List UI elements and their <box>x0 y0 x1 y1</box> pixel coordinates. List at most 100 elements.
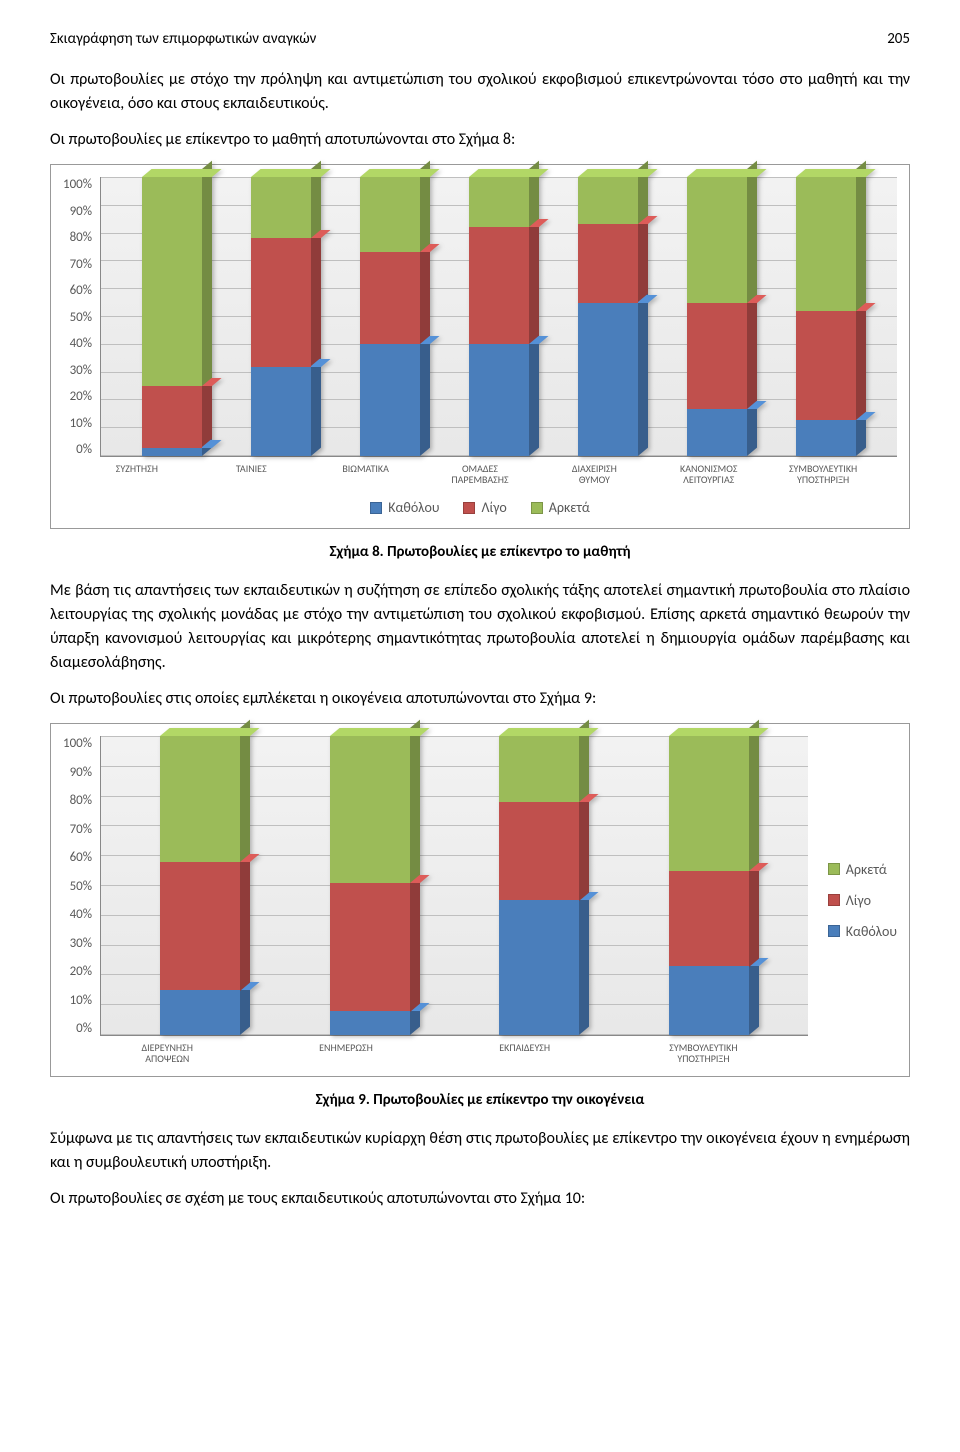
y-tick-label: 100% <box>63 736 92 751</box>
y-tick-label: 10% <box>70 416 92 431</box>
y-tick-label: 60% <box>70 850 92 865</box>
legend-item: Καθόλου <box>828 923 897 940</box>
bar-segment-ligo <box>796 311 856 420</box>
bar-segment-katholou <box>669 966 749 1035</box>
x-tick-label: ΣΥΜΒΟΥΛΕΥΤΙΚΗ ΥΠΟΣΤΗΡΙΞΗ <box>788 463 858 485</box>
bar <box>160 736 240 1035</box>
y-tick-label: 20% <box>70 389 92 404</box>
header-page-number: 205 <box>887 30 910 48</box>
x-tick-label: ΟΜΑΔΕΣ ΠΑΡΕΜΒΑΣΗΣ <box>445 463 515 485</box>
legend-label: Λίγο <box>846 892 871 909</box>
chart-8-xaxis: ΣΥΖΗΤΗΣΗΤΑΙΝΙΕΣΒΙΩΜΑΤΙΚΑΟΜΑΔΕΣ ΠΑΡΕΜΒΑΣΗ… <box>63 457 897 485</box>
bar-segment-ligo <box>469 227 529 344</box>
legend-swatch <box>828 863 840 875</box>
chart-8-legend: Καθόλου Λίγο Αρκετά <box>63 499 897 516</box>
chart-9-container: 100%90%80%70%60%50%40%30%20%10%0% ΔΙΕΡΕΥ… <box>50 723 910 1077</box>
bar-segment-ligo <box>142 386 202 447</box>
bar-segment-katholou <box>330 1011 410 1035</box>
x-tick-label: ΤΑΙΝΙΕΣ <box>216 463 286 485</box>
legend-item: Καθόλου <box>370 499 439 516</box>
legend-swatch <box>531 502 543 514</box>
bar-segment-arketa <box>360 177 420 252</box>
paragraph-4: Οι πρωτοβουλίες στις οποίες εμπλέκεται η… <box>50 687 910 711</box>
bar <box>669 736 749 1035</box>
legend-item: Αρκετά <box>531 499 590 516</box>
paragraph-3: Με βάση τις απαντήσεις των εκπαιδευτικών… <box>50 579 910 675</box>
x-tick-label: ΣΥΖΗΤΗΣΗ <box>102 463 172 485</box>
chart-8-plot: 100%90%80%70%60%50%40%30%20%10%0% <box>63 177 897 457</box>
y-tick-label: 50% <box>70 310 92 325</box>
bar-segment-arketa <box>796 177 856 311</box>
bar-segment-arketa <box>499 736 579 802</box>
bar-segment-arketa <box>251 177 311 238</box>
legend-label: Καθόλου <box>846 923 897 940</box>
x-tick-label: ΣΥΜΒΟΥΛΕΥΤΙΚΗ ΥΠΟΣΤΗΡΙΞΗ <box>668 1042 738 1064</box>
chart-9-legend: Αρκετά Λίγο Καθόλου <box>808 736 897 1064</box>
bar <box>499 736 579 1035</box>
chart-8-bars <box>101 177 897 456</box>
bar-segment-katholou <box>251 367 311 456</box>
bar <box>360 177 420 456</box>
bar-segment-arketa <box>160 736 240 862</box>
x-tick-label: ΔΙΕΡΕΥΝΗΣΗ ΑΠΟΨΕΩΝ <box>132 1042 202 1064</box>
bar-segment-ligo <box>499 802 579 901</box>
bar-segment-katholou <box>142 448 202 456</box>
bar-segment-arketa <box>687 177 747 303</box>
bar-segment-katholou <box>687 409 747 456</box>
chart-9-plot: 100%90%80%70%60%50%40%30%20%10%0% <box>63 736 808 1036</box>
bar-segment-arketa <box>330 736 410 883</box>
bar <box>687 177 747 456</box>
chart-9-caption: Σχήμα 9. Πρωτοβουλίες με επίκεντρο την ο… <box>50 1091 910 1109</box>
bar-segment-arketa <box>142 177 202 386</box>
y-tick-label: 10% <box>70 993 92 1008</box>
bar <box>251 177 311 456</box>
y-tick-label: 100% <box>63 177 92 192</box>
y-tick-label: 20% <box>70 964 92 979</box>
bar-segment-katholou <box>499 900 579 1035</box>
bar <box>469 177 529 456</box>
header-left: Σκιαγράφηση των επιμορφωτικών αναγκών <box>50 30 316 48</box>
legend-item: Λίγο <box>463 499 506 516</box>
bar-segment-katholou <box>160 990 240 1035</box>
bar-segment-ligo <box>251 238 311 366</box>
y-tick-label: 30% <box>70 363 92 378</box>
y-tick-label: 0% <box>76 1021 92 1036</box>
x-tick-label: ΔΙΑΧΕΙΡΙΣΗ ΘΥΜΟΥ <box>559 463 629 485</box>
chart-8-container: 100%90%80%70%60%50%40%30%20%10%0% ΣΥΖΗΤΗ… <box>50 164 910 529</box>
y-tick-label: 30% <box>70 936 92 951</box>
legend-label: Αρκετά <box>549 499 590 516</box>
y-tick-label: 80% <box>70 230 92 245</box>
y-tick-label: 60% <box>70 283 92 298</box>
paragraph-1: Οι πρωτοβουλίες με στόχο την πρόληψη και… <box>50 68 910 116</box>
bar-segment-ligo <box>160 862 240 991</box>
bar-segment-katholou <box>469 344 529 456</box>
chart-8-caption: Σχήμα 8. Πρωτοβουλίες με επίκεντρο το μα… <box>50 543 910 561</box>
paragraph-6: Οι πρωτοβουλίες σε σχέση με τους εκπαιδε… <box>50 1187 910 1211</box>
bar-segment-arketa <box>669 736 749 871</box>
legend-swatch <box>370 502 382 514</box>
chart-8-yaxis: 100%90%80%70%60%50%40%30%20%10%0% <box>63 177 100 457</box>
y-tick-label: 50% <box>70 879 92 894</box>
y-tick-label: 70% <box>70 822 92 837</box>
legend-label: Καθόλου <box>388 499 439 516</box>
legend-swatch <box>828 894 840 906</box>
bar <box>330 736 410 1035</box>
x-tick-label: ΕΚΠΑΙΔΕΥΣΗ <box>490 1042 560 1064</box>
chart-9-yaxis: 100%90%80%70%60%50%40%30%20%10%0% <box>63 736 100 1036</box>
legend-item: Αρκετά <box>828 861 897 878</box>
y-tick-label: 0% <box>76 442 92 457</box>
legend-swatch <box>828 925 840 937</box>
bar <box>796 177 856 456</box>
bar-segment-katholou <box>578 303 638 456</box>
bar <box>578 177 638 456</box>
page-header: Σκιαγράφηση των επιμορφωτικών αναγκών 20… <box>50 30 910 48</box>
legend-label: Αρκετά <box>846 861 887 878</box>
y-tick-label: 70% <box>70 257 92 272</box>
legend-item: Λίγο <box>828 892 897 909</box>
bar-segment-katholou <box>360 344 420 456</box>
y-tick-label: 90% <box>70 204 92 219</box>
bar-segment-ligo <box>687 303 747 409</box>
bar-segment-arketa <box>469 177 529 227</box>
chart-9-bars <box>101 736 808 1035</box>
paragraph-5: Σύμφωνα με τις απαντήσεις των εκπαιδευτι… <box>50 1127 910 1175</box>
